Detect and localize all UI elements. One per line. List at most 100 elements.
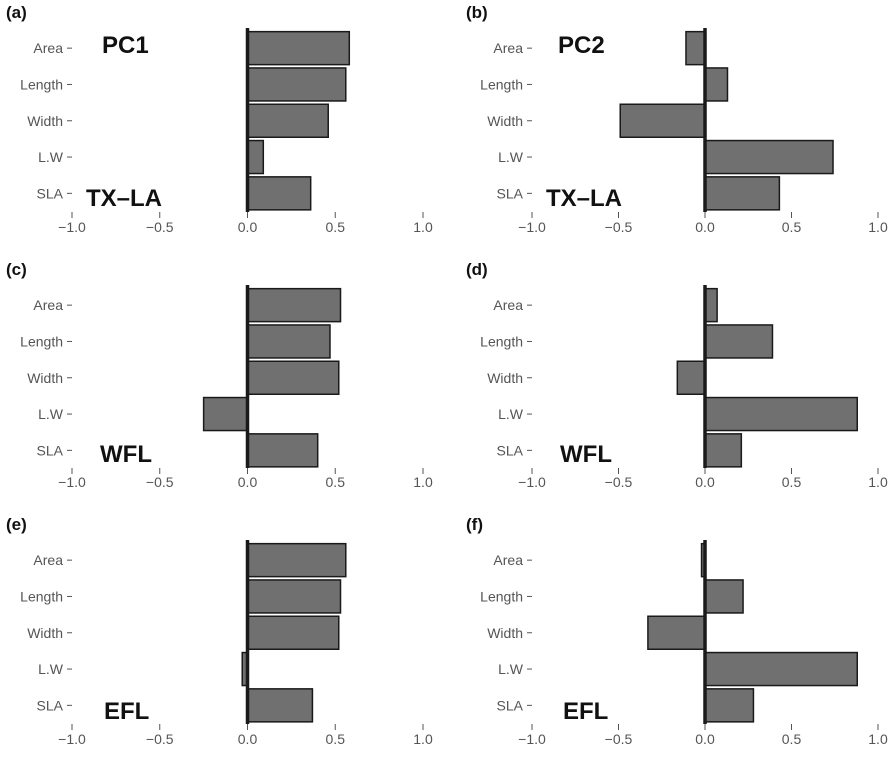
x-tick-label: 0.0 <box>238 731 258 747</box>
x-tick-label: −0.5 <box>146 474 174 490</box>
bar-lw <box>704 651 858 687</box>
bar-sla <box>246 688 314 723</box>
chart-panel-4: (d) Area Length Width L.W SLA −1.0 −0.5 0.0 0.5 1.… <box>466 260 888 490</box>
bar-sla <box>704 433 743 468</box>
bar-sla <box>704 176 781 211</box>
category-label: Width <box>27 625 63 641</box>
panel-label: (d) <box>466 260 488 279</box>
x-tick-label: −1.0 <box>518 219 546 235</box>
bar-length <box>704 579 744 614</box>
category-label: Length <box>480 333 523 349</box>
x-tick-label: 0.5 <box>782 474 802 490</box>
x-tick-label: 0.0 <box>238 474 258 490</box>
category-label: Width <box>487 113 523 129</box>
category-label: L.W <box>498 149 524 165</box>
bar-lw <box>704 396 858 432</box>
category-label: Length <box>480 76 523 92</box>
bar-width <box>647 615 706 650</box>
category-label: Area <box>33 40 63 56</box>
chart-panel-1: (a) Area Length Width L.W SLA −1.0 −0.5 0.0 0.5 1.… <box>6 3 433 235</box>
x-tick-label: 0.0 <box>695 731 715 747</box>
bar-area <box>246 287 342 323</box>
chart-panel-5: (e) Area Length Width L.W SLA −1.0 −0.5 0.0 0.5 1.… <box>6 515 433 747</box>
category-label: Width <box>27 370 63 386</box>
x-tick-label: 1.0 <box>868 731 888 747</box>
bar-width <box>619 103 706 138</box>
bar-width <box>246 103 329 138</box>
category-label: Area <box>493 297 523 313</box>
category-label: SLA <box>497 185 524 201</box>
x-tick-label: 0.0 <box>695 474 715 490</box>
region-label: TX–LA <box>546 185 622 212</box>
x-tick-label: 0.5 <box>326 474 346 490</box>
category-label: Width <box>27 113 63 129</box>
x-tick-label: −0.5 <box>605 731 633 747</box>
chart-panel-3: (c) Area Length Width L.W SLA −1.0 −0.5 0.0 0.5 1.… <box>6 260 433 490</box>
bar-width <box>246 360 340 395</box>
bar-sla <box>246 433 319 468</box>
bar-area <box>246 30 351 66</box>
bar-lw <box>704 139 834 175</box>
region-label: EFL <box>563 698 608 725</box>
bar-length <box>246 579 342 614</box>
category-label: Area <box>33 297 63 313</box>
panel-label: (a) <box>6 3 27 22</box>
x-tick-label: 0.5 <box>782 731 802 747</box>
category-label: SLA <box>37 697 64 713</box>
category-label: Length <box>20 333 63 349</box>
panel-label: (b) <box>466 3 488 22</box>
panel-label: (c) <box>6 260 27 279</box>
region-label: TX–LA <box>86 185 162 212</box>
x-tick-label: −1.0 <box>58 474 86 490</box>
bar-area <box>704 287 718 323</box>
x-tick-label: 0.5 <box>326 219 346 235</box>
category-label: Length <box>20 588 63 604</box>
bar-length <box>704 67 729 102</box>
category-label: L.W <box>38 406 64 422</box>
x-tick-label: −1.0 <box>518 731 546 747</box>
bar-width <box>246 615 340 650</box>
bar-length <box>704 324 774 359</box>
category-label: SLA <box>37 442 64 458</box>
chart-title: PC1 <box>102 32 149 59</box>
category-label: Area <box>493 40 523 56</box>
panel-label: (e) <box>6 515 27 534</box>
chart-panel-6: (f) Area Length Width L.W SLA −1.0 −0.5 0.0 0.5 1.… <box>466 515 888 747</box>
region-label: EFL <box>104 698 149 725</box>
category-label: SLA <box>497 442 524 458</box>
region-label: WFL <box>560 441 612 468</box>
region-label: WFL <box>100 441 152 468</box>
category-label: Width <box>487 625 523 641</box>
category-label: L.W <box>498 661 524 677</box>
category-label: L.W <box>498 406 524 422</box>
x-tick-label: 0.0 <box>695 219 715 235</box>
category-label: L.W <box>38 149 64 165</box>
x-tick-label: 1.0 <box>413 731 433 747</box>
category-label: Length <box>480 588 523 604</box>
category-label: SLA <box>497 697 524 713</box>
bar-area <box>685 30 706 66</box>
chart-title: PC2 <box>558 32 605 59</box>
x-tick-label: 1.0 <box>868 219 888 235</box>
x-tick-label: 1.0 <box>868 474 888 490</box>
x-tick-label: −1.0 <box>58 731 86 747</box>
category-label: Area <box>33 552 63 568</box>
category-label: SLA <box>37 185 64 201</box>
x-tick-label: −1.0 <box>58 219 86 235</box>
bar-length <box>246 67 347 102</box>
x-tick-label: −0.5 <box>146 731 174 747</box>
category-label: L.W <box>38 661 64 677</box>
bar-length <box>246 324 331 359</box>
bar-sla <box>704 688 755 723</box>
x-tick-label: −0.5 <box>605 219 633 235</box>
bar-area <box>246 542 347 578</box>
bar-sla <box>246 176 312 211</box>
category-label: Length <box>20 76 63 92</box>
x-tick-label: −1.0 <box>518 474 546 490</box>
x-tick-label: 1.0 <box>413 219 433 235</box>
category-label: Area <box>493 552 523 568</box>
x-tick-label: 0.5 <box>782 219 802 235</box>
bar-lw <box>246 139 265 175</box>
chart-panel-2: (b) Area Length Width L.W SLA −1.0 −0.5 0.0 0.5 1.… <box>466 3 888 235</box>
